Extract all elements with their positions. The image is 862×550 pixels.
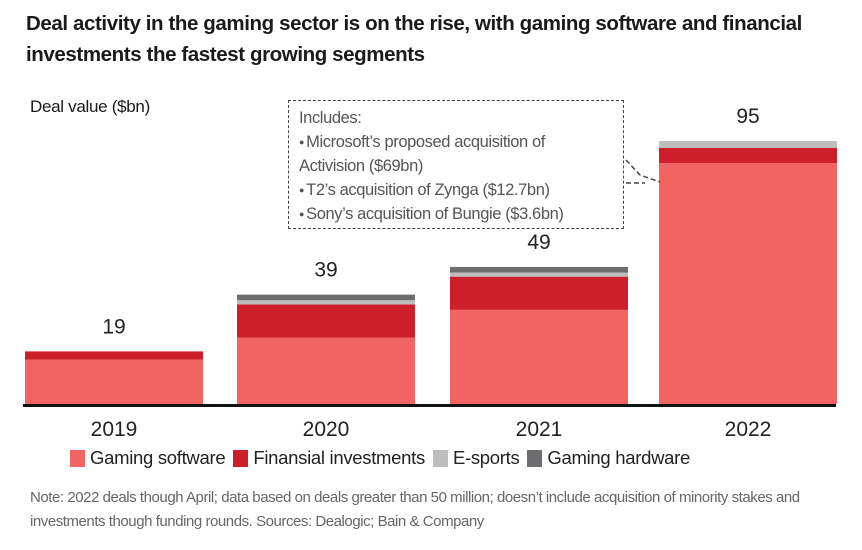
total-label: 19: [102, 315, 125, 338]
legend-label: Finansial investments: [253, 447, 425, 468]
annotation-item: T2’s acquisition of Zynga ($12.7bn): [299, 178, 623, 202]
bar-segment: [659, 147, 837, 164]
bar-segment: [450, 272, 628, 277]
x-tick-label: 2019: [91, 418, 138, 441]
legend-label: E-sports: [452, 447, 520, 468]
legend-label: Gaming hardware: [547, 447, 690, 468]
legend-item: Finansial investments: [233, 447, 425, 469]
callout-connector: [625, 159, 661, 183]
annotation-item: Sony’s acquisition of Bungie ($3.6bn): [299, 202, 623, 226]
bar-segment: [25, 359, 203, 404]
legend-swatch: [432, 449, 448, 467]
legend-item: Gaming software: [70, 447, 226, 469]
x-tick-label: 2022: [725, 418, 772, 441]
x-tick-label: 2020: [303, 418, 350, 441]
legend-item: E-sports: [432, 447, 520, 469]
total-label: 49: [527, 231, 550, 254]
bar-segment: [450, 309, 628, 404]
chart-title: Deal activity in the gaming sector is on…: [26, 12, 802, 66]
annotation-callout: Includes: Microsoft’s proposed acquisiti…: [288, 100, 624, 229]
bar-segment: [237, 294, 415, 301]
bar-segment: [237, 304, 415, 338]
bar-segment: [25, 351, 203, 360]
legend-swatch: [233, 449, 249, 467]
annotation-heading: Includes:: [299, 109, 362, 127]
bar-segment: [237, 337, 415, 404]
chart-note: Note: 2022 deals though April; data base…: [30, 489, 800, 530]
bar-segment: [237, 300, 415, 305]
legend: Gaming software Finansial investments E-…: [70, 447, 690, 469]
total-label: 95: [736, 105, 759, 128]
legend-item: Gaming hardware: [527, 447, 690, 469]
legend-label: Gaming software: [90, 447, 226, 468]
y-axis-label: Deal value ($bn): [30, 97, 150, 116]
bar-segment: [450, 266, 628, 273]
total-label: 39: [314, 259, 337, 282]
bar-segment: [659, 141, 837, 148]
bar-segment: [450, 276, 628, 310]
annotation-item: Microsoft’s proposed acquisition of Acti…: [299, 130, 599, 178]
legend-swatch: [527, 449, 543, 467]
legend-swatch: [70, 449, 85, 467]
bar-segment: [659, 163, 837, 404]
x-tick-label: 2021: [516, 418, 563, 441]
